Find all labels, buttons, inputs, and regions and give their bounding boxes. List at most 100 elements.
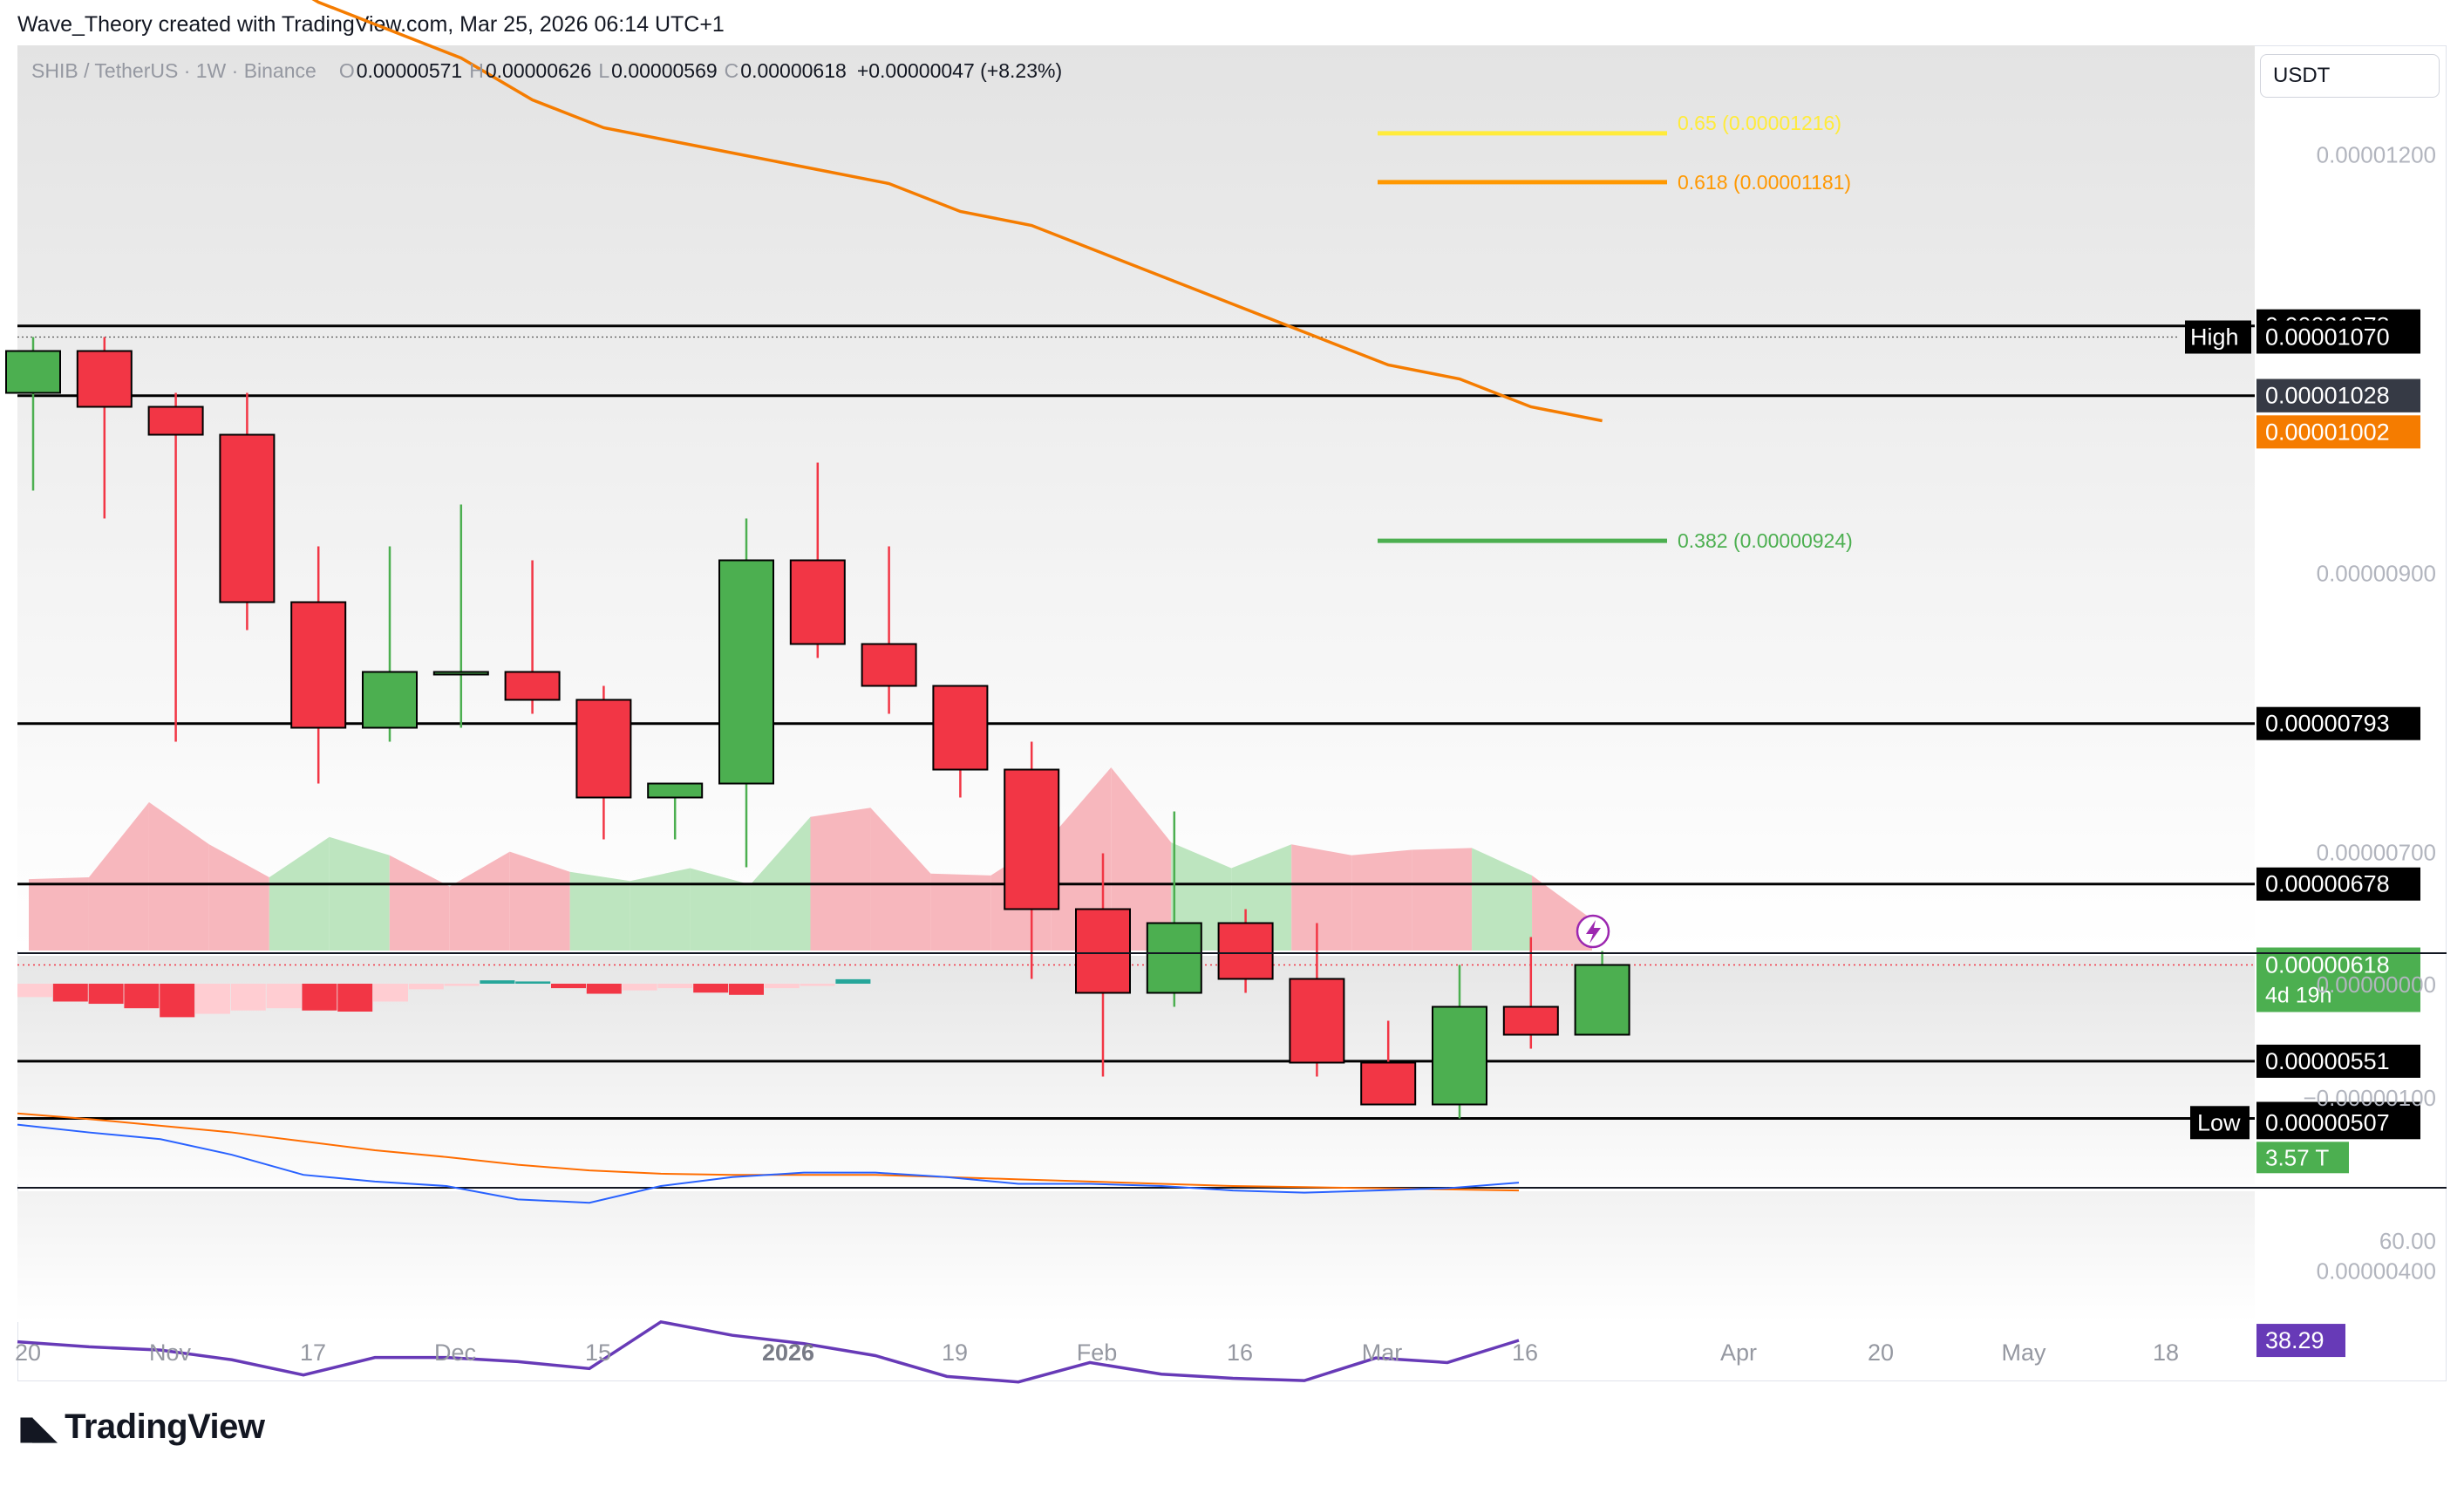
- rsi-value-tag-bg: [2256, 1324, 2345, 1358]
- volume-profile-segment: [690, 868, 751, 951]
- rsi-pane-background: [17, 1191, 2255, 1322]
- price-axis: 0.00001200 0.00000900 0.00000700 0.00000400: [2317, 142, 2436, 1285]
- candlesticks: [5, 337, 1630, 1119]
- symbol-title[interactable]: SHIB / TetherUS · 1W · Binance: [31, 59, 317, 82]
- close-label: C: [724, 59, 739, 82]
- macd-histogram-bar: [373, 984, 408, 1002]
- high-label: H: [469, 59, 484, 82]
- candle-body[interactable]: [575, 699, 632, 799]
- level-price-tag-bg: [2256, 706, 2420, 740]
- candle-body[interactable]: [290, 601, 347, 729]
- macd-histogram-bar: [622, 984, 657, 991]
- level-price-tag-dark-bg: [2256, 378, 2420, 412]
- macd-histogram-bar: [17, 984, 52, 998]
- horizontal-levels: [17, 324, 2255, 1120]
- macd-histogram-bar: [52, 984, 88, 1002]
- macd-histogram-bar: [835, 978, 871, 984]
- high-price-tag: 0.00001070: [2265, 324, 2390, 351]
- macd-axis-tick: 0.00000000: [2317, 971, 2436, 998]
- candle-body[interactable]: [1502, 1005, 1559, 1036]
- macd-histogram-bar: [195, 984, 230, 1014]
- volume-profile-segment: [1412, 848, 1473, 951]
- ema-series-line[interactable]: [33, 0, 1603, 423]
- ohlc-legend: SHIB / TetherUS · 1W · Binance O0.0000057…: [31, 59, 1062, 83]
- level-price-tag: 0.00000793: [2265, 711, 2390, 737]
- time-axis-label: 16: [1227, 1339, 1253, 1366]
- candle-body[interactable]: [1217, 922, 1274, 980]
- tradingview-logo[interactable]: ▮◣ TradingView: [17, 1408, 265, 1447]
- fib-level-label: 0.65 (0.00001216): [1678, 112, 1841, 134]
- candle-body[interactable]: [504, 671, 561, 701]
- quote-currency-button[interactable]: USDT: [2260, 54, 2440, 98]
- candle-body[interactable]: [647, 782, 704, 799]
- time-axis-label: Nov: [149, 1339, 192, 1366]
- macd-histogram-bar: [88, 984, 124, 1005]
- candle-body[interactable]: [1432, 1005, 1487, 1106]
- volume-profile-segment: [509, 851, 570, 951]
- volume-profile-segment: [1291, 844, 1352, 951]
- volume-profile-segment: [1351, 849, 1412, 951]
- low-value: 0.00000569: [611, 59, 718, 82]
- candle-body[interactable]: [1075, 908, 1131, 994]
- candle-body[interactable]: [1360, 1061, 1417, 1106]
- volume-profile-segment: [1111, 767, 1172, 951]
- time-axis-label: 19: [942, 1339, 968, 1366]
- candle-body[interactable]: [932, 685, 989, 771]
- volume-profile-segment: [1051, 767, 1112, 951]
- rsi-value-tag: 38.29: [2265, 1327, 2324, 1353]
- last-price-tag-bg: [2256, 947, 2420, 1012]
- time-axis: 20 Nov 17 Dec 15 2026 19 Feb 16 Mar 16 Apr 20 May 18: [15, 1339, 2179, 1366]
- volume-profile-segment: [1472, 848, 1533, 951]
- rsi-line[interactable]: [17, 1319, 1520, 1384]
- macd-histogram-bar: [230, 984, 266, 1011]
- time-axis-label: 16: [1512, 1339, 1538, 1366]
- macd-histogram-bar: [124, 984, 160, 1009]
- time-axis-label: 18: [2153, 1339, 2179, 1366]
- candle-body[interactable]: [789, 559, 846, 645]
- low-price-tag: 0.00000507: [2265, 1109, 2390, 1135]
- volume-profile-segment: [630, 868, 691, 951]
- macd-histogram-bar: [337, 984, 373, 1012]
- volume-profile-segment: [329, 836, 390, 951]
- time-axis-label: Apr: [1720, 1339, 1757, 1366]
- tradingview-logo-icon: ▮◣: [17, 1408, 58, 1447]
- level-price-tag-bg: [2256, 1044, 2420, 1078]
- level-price-tag: 0.00000551: [2265, 1048, 2390, 1074]
- macd-histogram-bar: [693, 984, 729, 993]
- macd-histogram-bar: [444, 984, 480, 986]
- macd-histogram-bar: [266, 984, 302, 1009]
- high-value: 0.00000626: [485, 59, 592, 82]
- macd-histogram-bar: [729, 984, 764, 995]
- volume-profile-segment: [88, 801, 149, 951]
- candle-body[interactable]: [5, 350, 61, 394]
- candle-body[interactable]: [718, 559, 774, 785]
- candle-body[interactable]: [1004, 768, 1060, 910]
- alert-icon[interactable]: [1576, 914, 1610, 949]
- open-label: O: [338, 59, 355, 82]
- volume-profile-segment: [930, 873, 991, 951]
- rsi-pane: 60.00 38.29: [17, 1228, 2436, 1384]
- candle-body[interactable]: [1289, 978, 1345, 1064]
- volume-profile-segment: [29, 877, 89, 951]
- volume-profile: [29, 767, 1592, 951]
- price-axis-tick: 0.00001200: [2317, 142, 2436, 168]
- open-value: 0.00000571: [356, 59, 463, 82]
- candle-body[interactable]: [147, 406, 204, 436]
- macd-line[interactable]: [17, 1123, 1520, 1204]
- volume-tag: 3.57 T: [2265, 1144, 2329, 1170]
- candle-body[interactable]: [362, 671, 418, 729]
- volume-profile-segment: [208, 844, 269, 951]
- candle-body[interactable]: [861, 643, 917, 687]
- candle-body[interactable]: [76, 350, 133, 408]
- ema-line: [33, 0, 1603, 423]
- ema-price-tag-bg: [2256, 415, 2420, 449]
- candle-body[interactable]: [1146, 922, 1202, 994]
- low-word-tag-bg: [2190, 1106, 2250, 1140]
- high-word-tag: High: [2190, 324, 2239, 351]
- level-price-tag: 0.00000678: [2265, 871, 2390, 897]
- candle-body[interactable]: [1574, 964, 1630, 1036]
- candle-body[interactable]: [219, 433, 276, 603]
- candle-body[interactable]: [432, 671, 489, 676]
- low-word-tag: Low: [2197, 1109, 2241, 1135]
